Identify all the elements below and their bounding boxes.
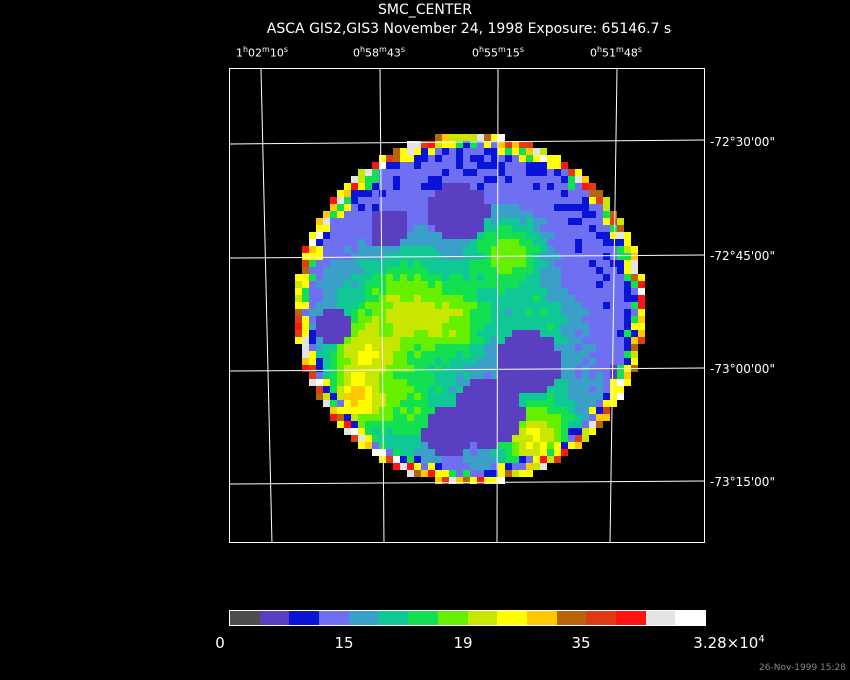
colorbar-label: 0 (215, 634, 225, 652)
colorbar-swatch (586, 611, 616, 625)
image-subtitle: ASCA GIS2,GIS3 November 24, 1998 Exposur… (266, 21, 672, 37)
image-title: SMC_CENTER (378, 2, 472, 18)
colorbar-label: 15 (334, 634, 354, 652)
colorbar-swatch (467, 611, 498, 625)
coordinate-grid (230, 69, 704, 542)
colorbar-label: 35 (571, 634, 591, 652)
colorbar-swatch (408, 611, 438, 625)
dec-tick-label: -73°15'00" (710, 475, 775, 489)
colorbar-swatch (289, 611, 320, 625)
colorbar-swatch (497, 611, 527, 625)
ra-tick-label: 0h55m15s (471, 45, 525, 60)
colorbar-label-max: 3.28×104 (693, 634, 765, 652)
dec-tick-label: -72°45'00" (710, 249, 775, 263)
colorbar-swatch (615, 611, 646, 625)
ra-tick-label: 0h58m43s (352, 45, 406, 60)
colorbar-swatch (230, 611, 260, 625)
colorbar-swatch (378, 611, 409, 625)
ra-tick-label: 0h51m48s (589, 45, 643, 60)
colorbar-swatch (319, 611, 349, 625)
colorbar-swatch (259, 611, 290, 625)
colorbar-label: 19 (453, 634, 473, 652)
image-frame (229, 68, 705, 543)
dec-tick-label: -73°00'00" (710, 362, 775, 376)
xray-image (230, 69, 704, 542)
colorbar-swatch (348, 611, 379, 625)
colorbar-swatch (526, 611, 557, 625)
colorbar-swatch (645, 611, 676, 625)
ra-tick-label: 1h02m10s (235, 45, 289, 60)
colorbar-swatch (437, 611, 468, 625)
timestamp: 26-Nov-1999 15:28 (759, 663, 846, 673)
colorbar-swatch (556, 611, 587, 625)
dec-tick-label: -72°30'00" (710, 135, 775, 149)
colorbar (229, 610, 706, 626)
colorbar-swatch (675, 611, 705, 625)
